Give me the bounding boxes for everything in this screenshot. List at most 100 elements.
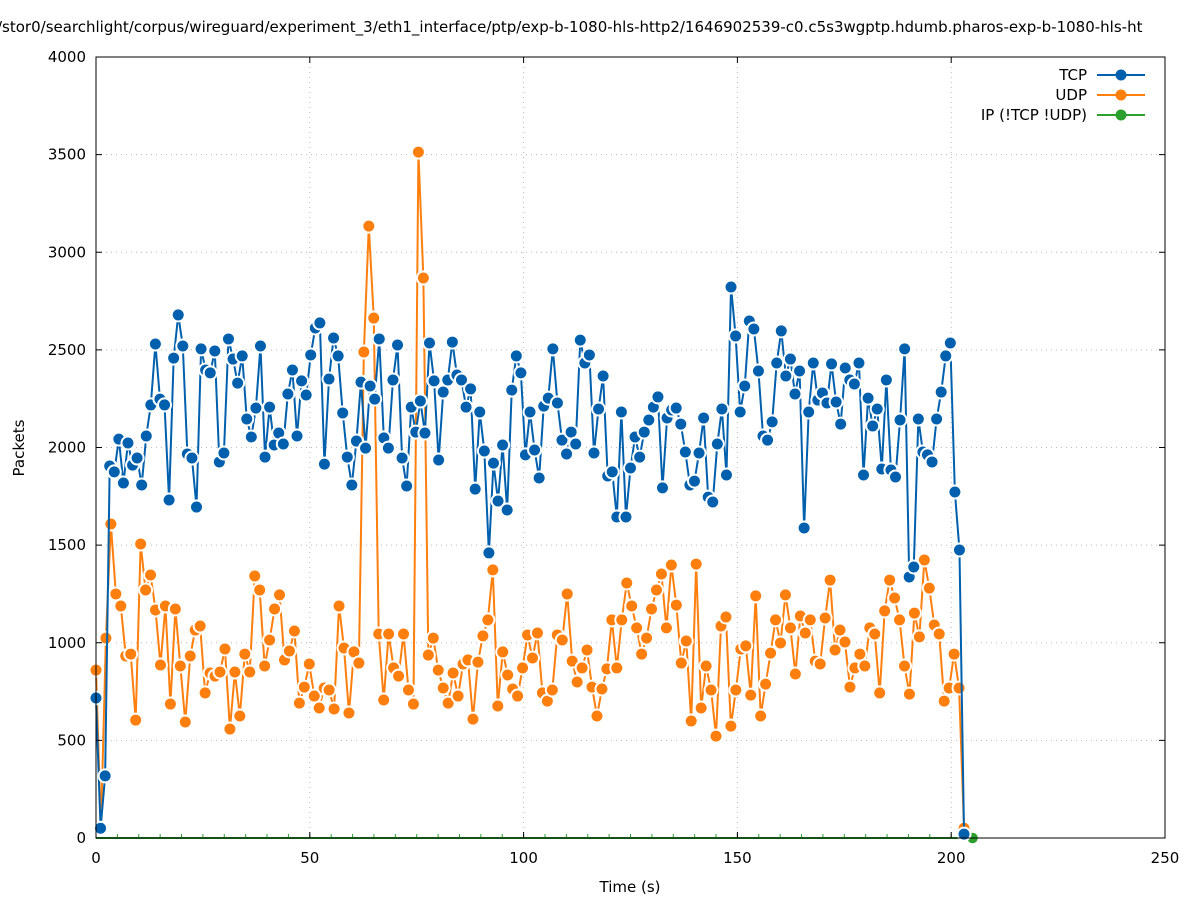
data-point (234, 348, 250, 364)
data-point (227, 664, 243, 680)
data-point (239, 411, 255, 427)
data-point (312, 315, 328, 331)
data-point (594, 681, 610, 697)
data-point (129, 450, 145, 466)
data-point (760, 432, 776, 448)
data-point (134, 477, 150, 493)
data-point (527, 442, 543, 458)
data-point (495, 437, 511, 453)
data-point (936, 693, 952, 709)
data-point (412, 393, 428, 409)
data-point (591, 401, 607, 417)
data-point (97, 768, 113, 784)
data-point (777, 587, 793, 603)
data-point (495, 644, 511, 660)
data-point (787, 386, 803, 402)
data-point (877, 603, 893, 619)
data-point (623, 460, 639, 476)
data-point (463, 381, 479, 397)
data-point (524, 650, 540, 666)
grid (96, 57, 1165, 838)
data-point (430, 662, 446, 678)
data-point (217, 641, 233, 657)
data-point (298, 387, 314, 403)
data-point (216, 445, 232, 461)
data-point (618, 509, 634, 525)
data-point (708, 728, 724, 744)
data-point (410, 144, 426, 160)
data-point (207, 343, 223, 359)
data-point (632, 449, 648, 465)
data-point (769, 355, 785, 371)
data-point (782, 620, 798, 636)
data-point (426, 373, 442, 389)
data-point (358, 440, 374, 456)
data-point (362, 378, 378, 394)
data-point (683, 713, 699, 729)
data-point (367, 391, 383, 407)
data-point (604, 464, 620, 480)
data-point (746, 321, 762, 337)
data-point (385, 372, 401, 388)
data-point (339, 449, 355, 465)
data-point (579, 642, 595, 658)
data-point (782, 351, 798, 367)
data-point (138, 428, 154, 444)
data-point (529, 625, 545, 641)
data-point (435, 384, 451, 400)
axis-ticks: 0 50 100 150 200 2500500100015002000250030003… (48, 48, 1180, 867)
data-point (897, 658, 913, 674)
data-point (614, 612, 630, 628)
data-point (554, 632, 570, 648)
data-point (133, 536, 149, 552)
legend-label: UDP (1055, 86, 1087, 104)
data-point (801, 404, 817, 420)
data-point (714, 401, 730, 417)
data-point (422, 335, 438, 351)
data-point (291, 695, 307, 711)
data-point (510, 688, 526, 704)
data-point (753, 708, 769, 724)
data-point (405, 696, 421, 712)
data-point (361, 218, 377, 234)
data-point (636, 424, 652, 440)
data-point (281, 643, 297, 659)
data-point (723, 718, 739, 734)
data-point (103, 516, 119, 532)
data-point (275, 436, 291, 452)
data-point (425, 630, 441, 646)
data-point (262, 399, 278, 415)
data-point (797, 625, 813, 641)
data-point (837, 634, 853, 650)
data-point (723, 279, 739, 295)
data-point (572, 332, 588, 348)
data-point (465, 711, 481, 727)
data-point (341, 705, 357, 721)
data-point (545, 341, 561, 357)
data-point (609, 660, 625, 676)
data-point (916, 552, 932, 568)
data-point (822, 572, 838, 588)
x-tick-label: 200 (937, 849, 966, 867)
data-point (326, 330, 342, 346)
data-point (696, 410, 712, 426)
data-point (882, 572, 898, 588)
data-point (764, 414, 780, 430)
data-point (399, 478, 415, 494)
data-point (106, 464, 122, 480)
data-point (192, 618, 208, 634)
data-point (586, 445, 602, 461)
data-point (910, 411, 926, 427)
data-point (376, 692, 392, 708)
data-point (929, 411, 945, 427)
data-point (805, 355, 821, 371)
data-point (394, 450, 410, 466)
data-point (951, 680, 967, 696)
data-point (331, 598, 347, 614)
data-point (857, 658, 873, 674)
data-point (417, 425, 433, 441)
data-point (286, 623, 302, 639)
data-point (197, 685, 213, 701)
data-point (123, 646, 139, 662)
